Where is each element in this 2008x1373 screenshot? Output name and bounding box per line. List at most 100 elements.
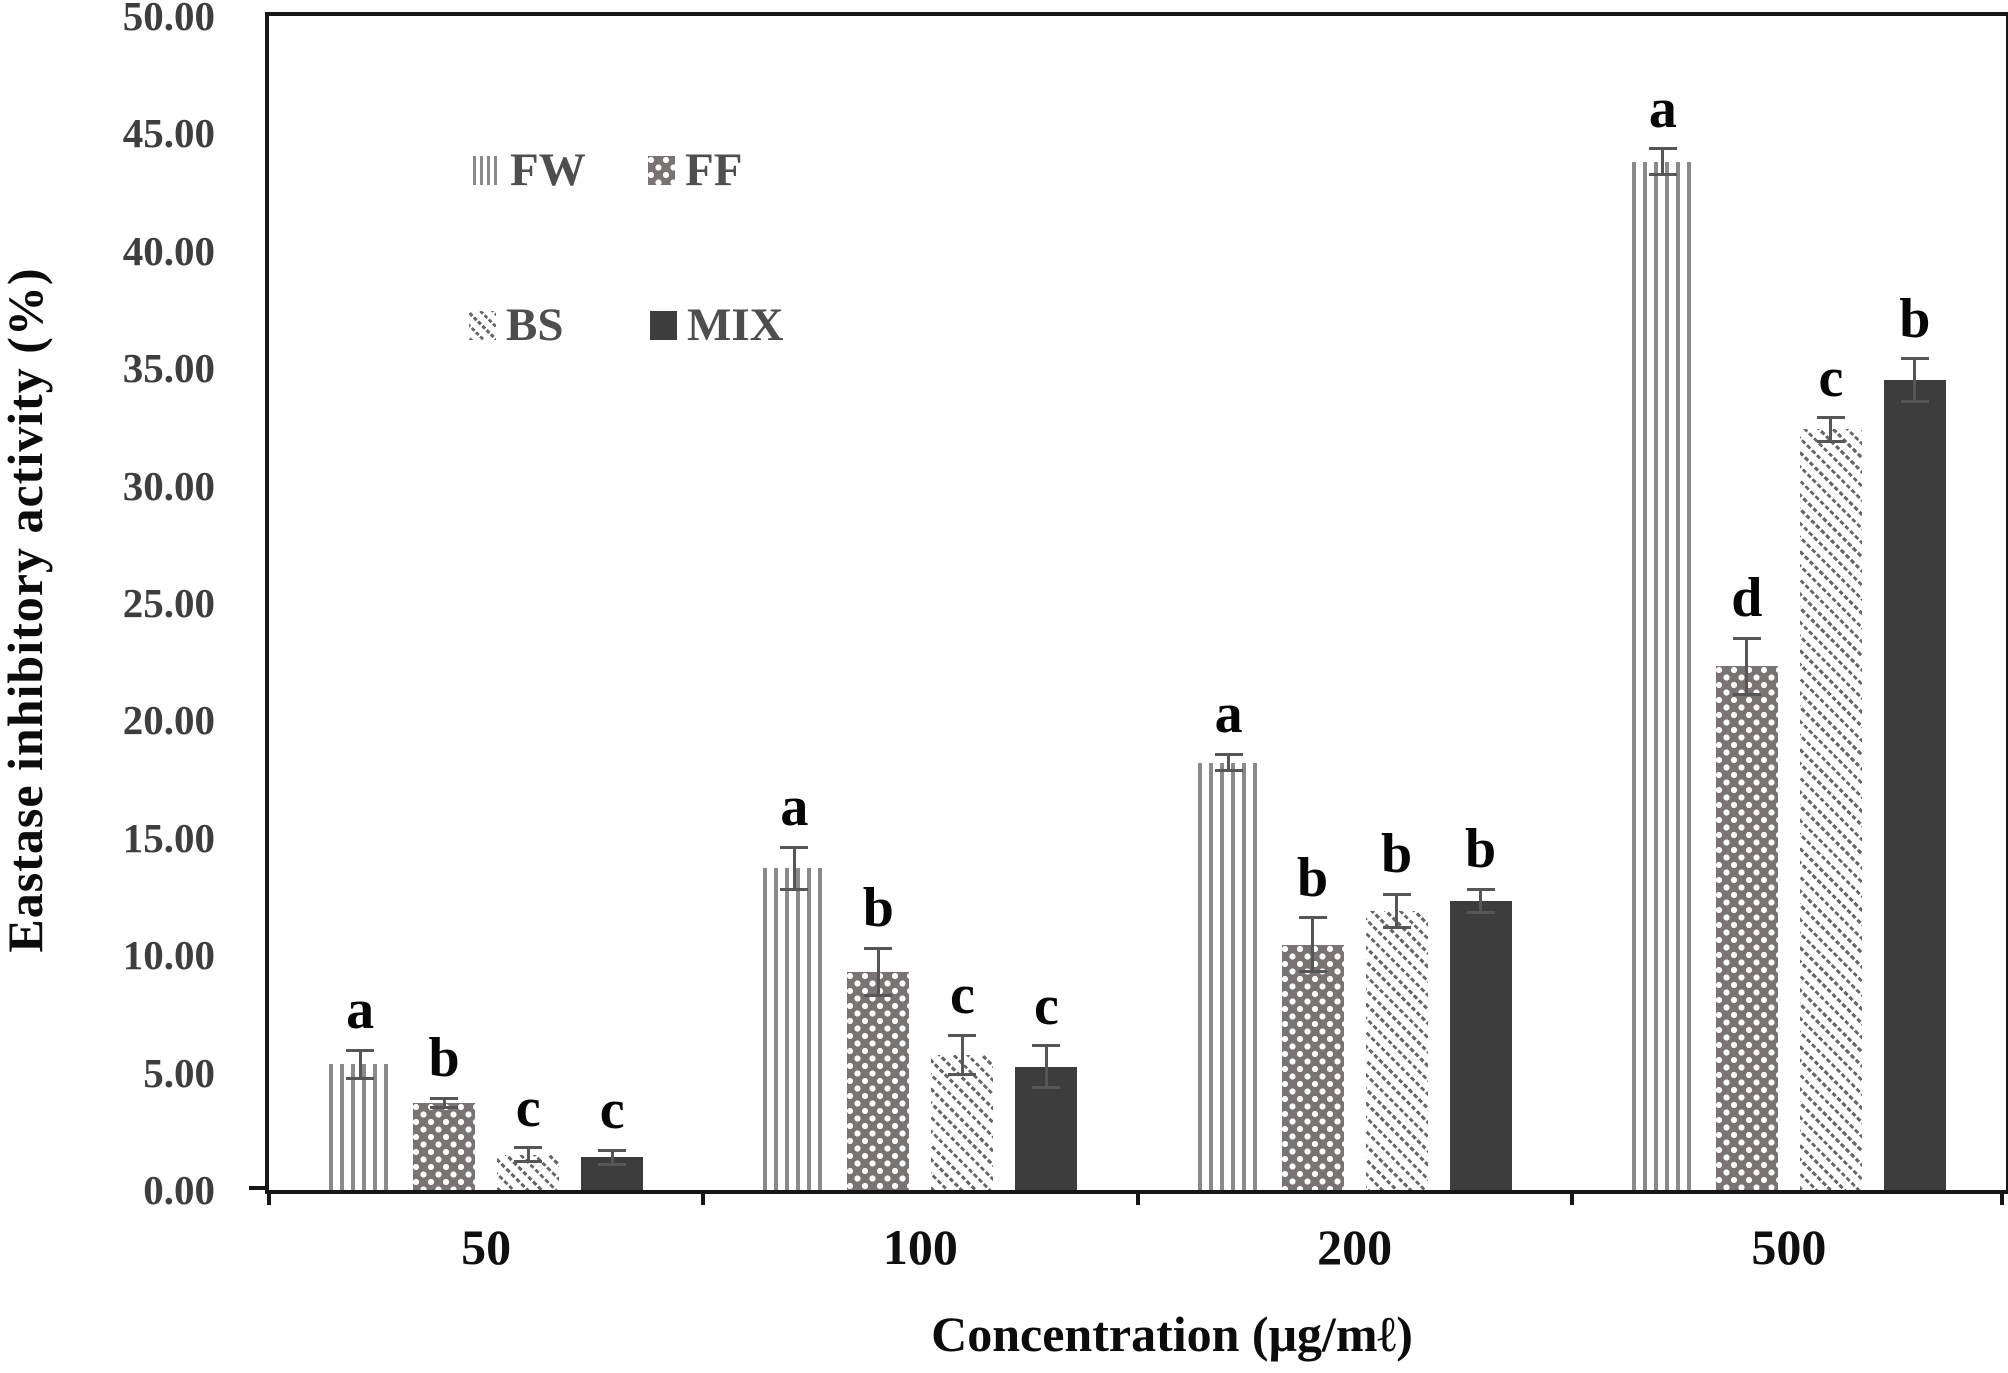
legend-label-ff: FF [685,144,743,196]
error-bar [1311,917,1315,972]
y-axis-tick-label: 15.00 [122,814,215,861]
error-bar-cap [1214,752,1243,756]
error-bar-cap [1648,147,1677,151]
significance-letter: a [780,776,809,839]
error-bar [792,847,796,890]
error-bar [960,1035,964,1075]
error-bar-cap [346,1048,375,1052]
error-bar-cap [780,845,809,849]
x-axis-category-label: 50 [461,1219,512,1275]
significance-letter: b [428,1027,460,1090]
x-axis-tick-mark [2000,1190,2004,1205]
error-bar [1913,358,1917,402]
y-axis-tick-label: 10.00 [122,932,215,979]
error-bar [1227,754,1231,771]
fw-vertical-stripes-swatch-icon [473,156,500,185]
error-bar-cap [1816,416,1845,420]
error-bar [442,1098,446,1108]
error-bar-cap [1214,769,1243,773]
significance-letter: a [1214,683,1243,746]
y-axis-tick-label: 25.00 [122,580,215,626]
y-axis-tick-label: 20.00 [122,697,215,744]
x-axis-tick-mark [701,1190,705,1205]
error-bar-cap [514,1146,543,1150]
error-bar-cap [598,1148,627,1152]
x-axis-category-label: 100 [882,1219,958,1275]
y-axis-tick-label: 5.00 [143,1049,215,1096]
legend-label-bs: BS [506,299,564,351]
error-bar [358,1050,362,1079]
error-bar [876,948,880,996]
significance-letter: c [1033,974,1059,1037]
ff-dots-swatch-icon [648,156,675,185]
significance-letter: c [949,964,975,1027]
error-bar-cap [1732,693,1761,697]
x-axis-tick-mark [1570,1190,1574,1205]
significance-letter: d [1731,567,1763,630]
bar-mix-500 [1883,379,1946,1190]
error-bar-cap [948,1033,977,1037]
error-bar-cap [514,1160,543,1164]
y-axis-tick-label: 0.00 [143,1167,215,1213]
bar-ff-500 [1715,666,1778,1190]
bar-fw-200 [1197,762,1260,1190]
error-bar-cap [1900,399,1929,403]
error-bar-cap [1032,1086,1061,1090]
x-axis-tick-mark [1136,1190,1140,1205]
x-axis-category-label: 500 [1751,1219,1827,1275]
error-bar-cap [430,1096,459,1100]
bar-fw-50 [329,1064,392,1190]
y-axis-zero-tick [249,1186,265,1190]
error-bar-cap [948,1073,977,1077]
bar-fw-100 [763,868,826,1190]
error-bar-cap [1032,1044,1061,1048]
bar-bs-200 [1365,910,1428,1190]
significance-letter: c [1818,346,1844,409]
y-axis-tick-label: 35.00 [122,345,215,392]
legend-label-fw: FW [510,144,586,196]
significance-letter: a [1648,77,1677,140]
significance-letter: a [346,979,375,1042]
bar-ff-200 [1281,944,1344,1190]
significance-letter: b [1381,823,1413,886]
error-bar-cap [780,887,809,891]
legend-label-mix: MIX [687,299,784,351]
bar-mix-200 [1449,901,1512,1190]
error-bar [610,1150,614,1165]
x-axis-title: Concentration (μg/mℓ) [931,1306,1413,1362]
error-bar [1044,1045,1048,1088]
error-bar-cap [1900,357,1929,361]
error-bar-cap [864,993,893,997]
bs-diagonal-stripes-swatch-icon [469,311,496,340]
error-bar-cap [1382,892,1411,896]
significance-letter: b [1899,287,1931,350]
x-axis-category-label: 200 [1317,1219,1393,1275]
significance-letter: b [1465,818,1497,881]
significance-letter: c [515,1076,541,1139]
error-bar-cap [430,1106,459,1110]
bar-bs-500 [1799,429,1862,1190]
y-axis-tick-label: 30.00 [122,462,215,509]
error-bar [1829,417,1833,441]
bar-ff-50 [413,1103,476,1190]
legend-item-ff: FF [648,147,742,194]
significance-letter: c [599,1079,625,1142]
error-bar-cap [1466,911,1495,915]
bar-fw-500 [1631,161,1694,1190]
error-bar [1479,889,1483,913]
error-bar-cap [598,1162,627,1166]
error-bar-cap [1298,970,1327,974]
bar-bs-100 [931,1055,994,1190]
significance-letter: b [1297,846,1329,909]
error-bar-cap [1648,173,1677,176]
error-bar-cap [1816,439,1845,443]
error-bar-cap [346,1076,375,1080]
error-bar-cap [1382,925,1411,929]
error-bar [1661,148,1665,175]
error-bar-cap [1298,916,1327,920]
error-bar [1745,638,1749,695]
y-axis-tick-label: 45.00 [122,110,215,157]
